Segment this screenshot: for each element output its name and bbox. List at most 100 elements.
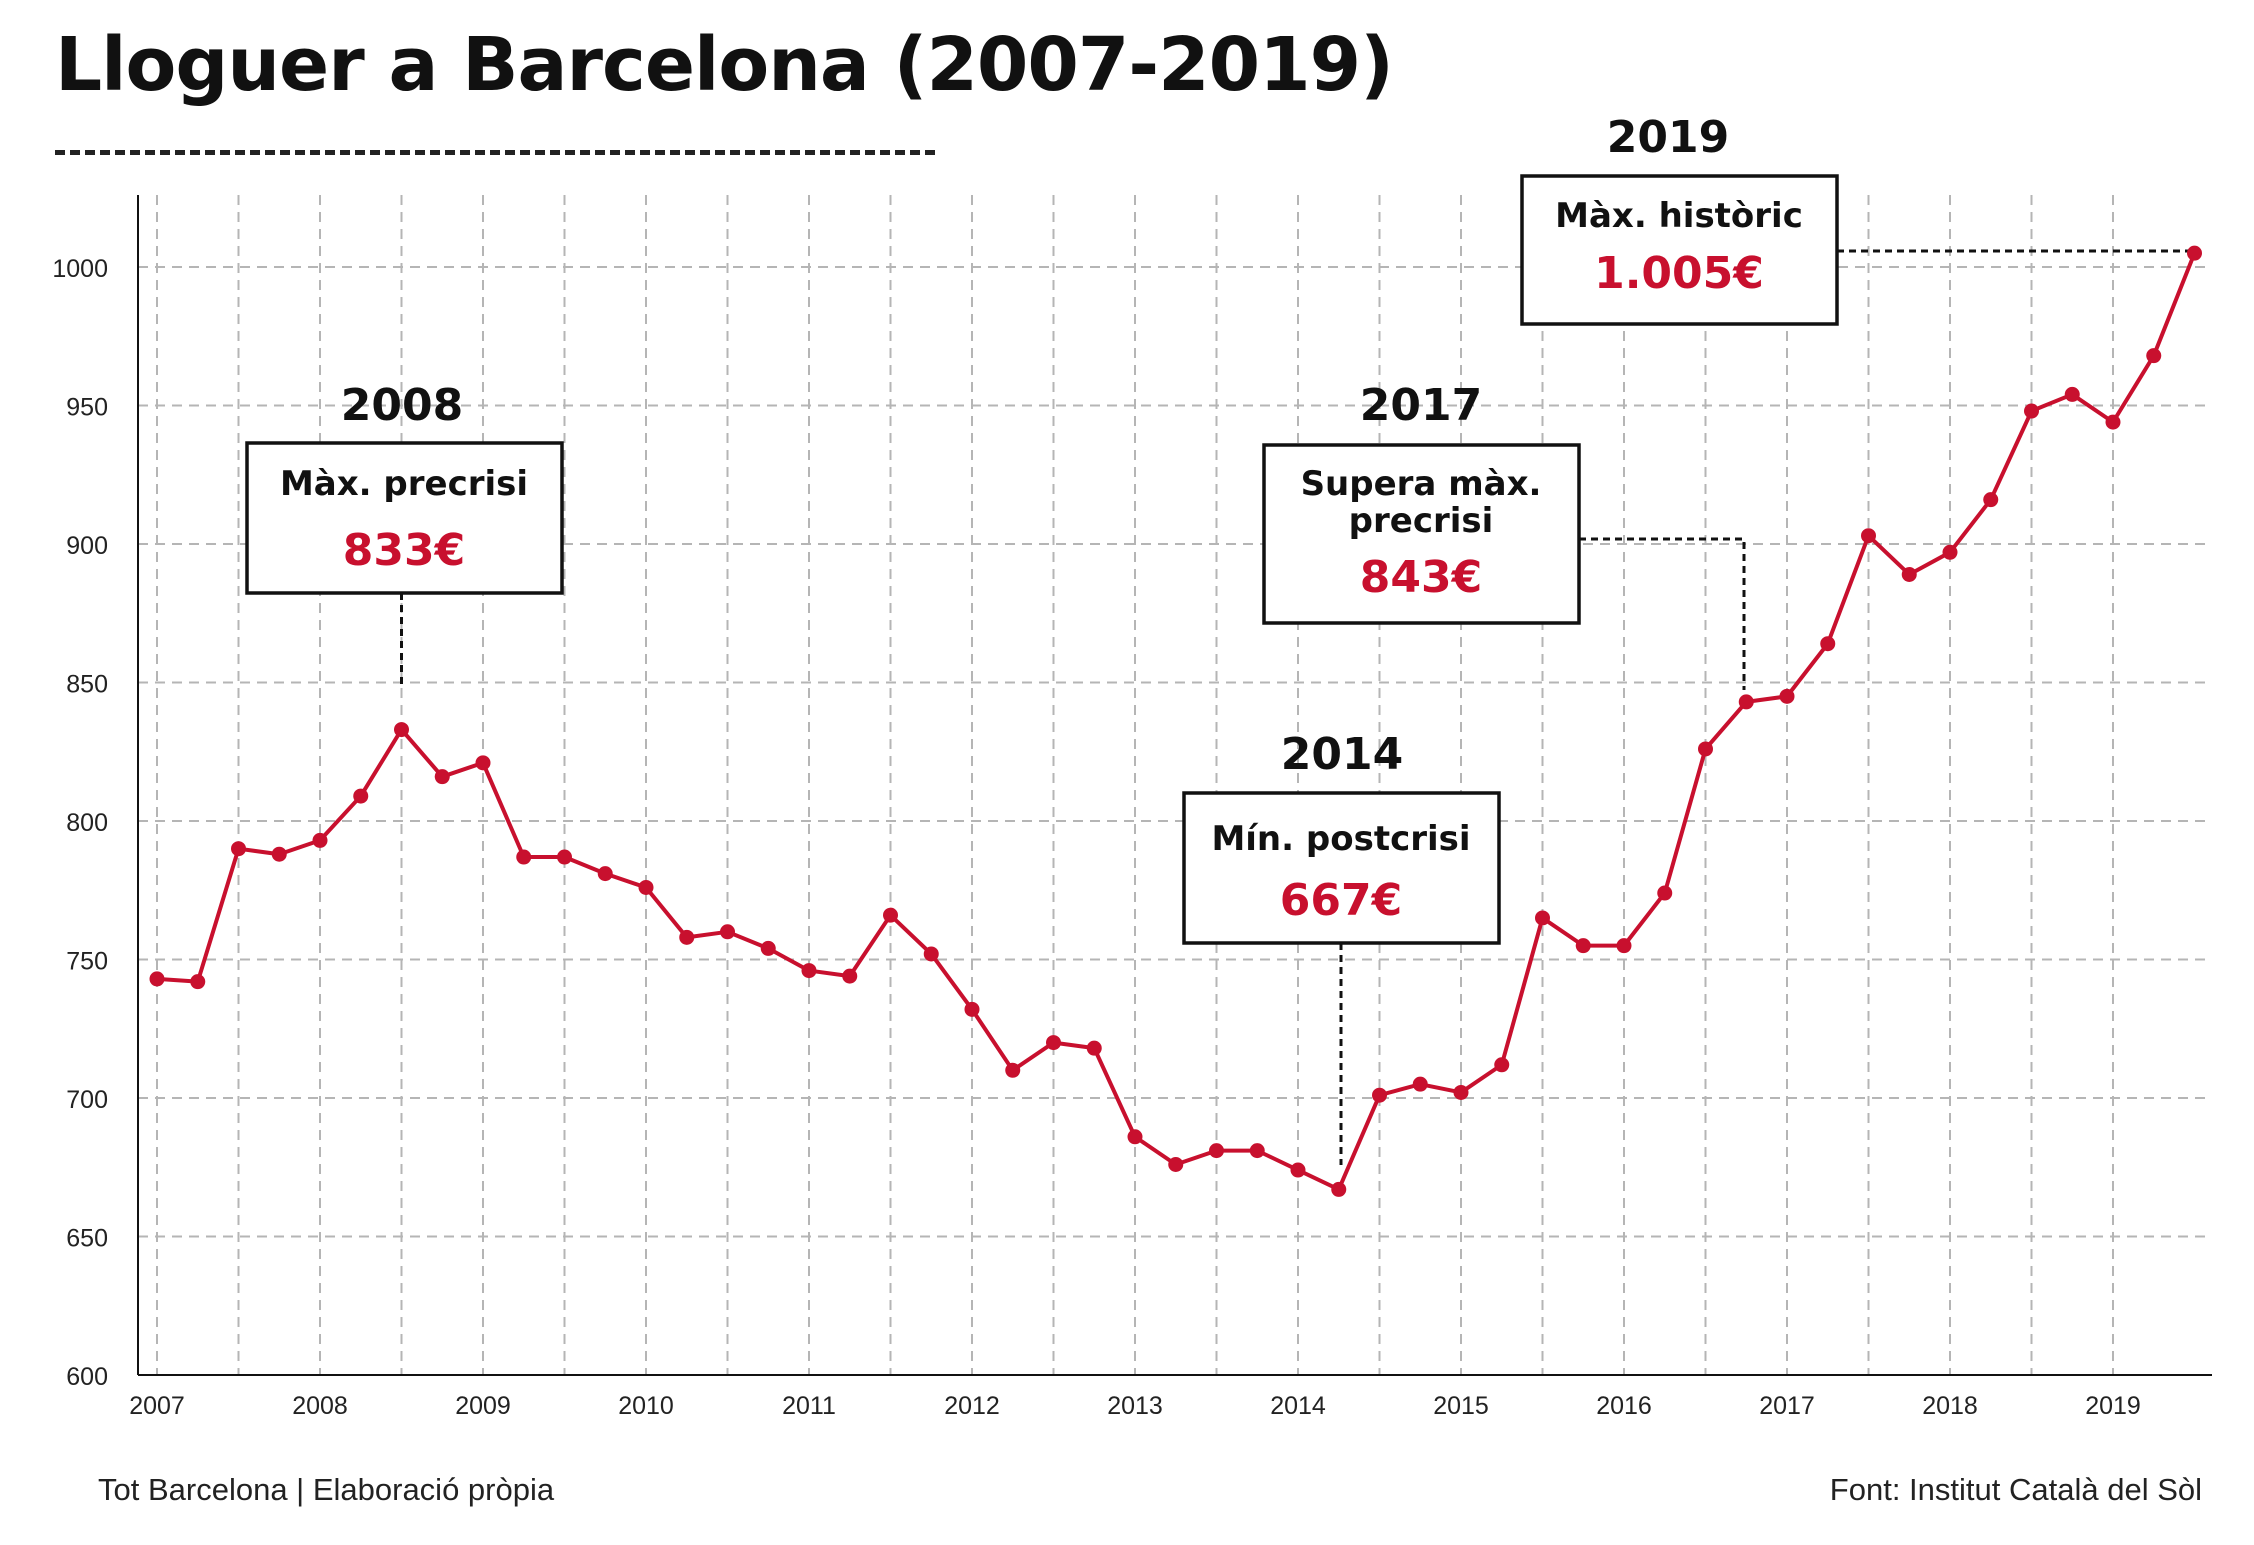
x-tick-label: 2015 (1433, 1392, 1489, 1420)
data-point (1983, 492, 1999, 508)
data-point (1290, 1162, 1306, 1178)
data-point (842, 968, 858, 984)
footer-source: Font: Institut Català del Sòl (1829, 1472, 2202, 1507)
data-point (1086, 1040, 1102, 1056)
x-tick-label: 2019 (2085, 1392, 2141, 1420)
y-tick-label: 650 (66, 1225, 108, 1253)
data-point (1127, 1129, 1143, 1145)
chart-axes: 600 650 700 750 800 850 900 950 1000 2007 2008 2009… (52, 195, 2212, 1420)
y-tick-label: 1000 (52, 255, 108, 283)
annotation-box (1182, 791, 1501, 945)
data-point (1698, 741, 1713, 757)
x-tick-label: 2011 (782, 1392, 836, 1420)
annotation-box (1262, 443, 1581, 625)
data-point (394, 722, 409, 738)
series-layer (149, 245, 2202, 1197)
data-point (760, 940, 776, 956)
annotation-leaders (400, 249, 2195, 1165)
annotation-label: Mín. postcrisi (1211, 819, 1470, 859)
data-point (923, 946, 939, 962)
data-point (2024, 403, 2039, 419)
annotation-value: 843€ (1360, 552, 1482, 603)
data-point (475, 755, 491, 771)
chart-grid (138, 195, 2212, 1375)
annotation-label: precrisi (1349, 501, 1494, 541)
footer-credit: Tot Barcelona | Elaboració pròpia (98, 1472, 555, 1507)
data-point (720, 924, 735, 940)
data-point (1820, 636, 1836, 652)
data-point (2146, 348, 2162, 364)
data-point (1331, 1181, 1347, 1197)
title-divider (55, 150, 935, 155)
x-tick-label: 2018 (1922, 1392, 1978, 1420)
y-tick-label: 800 (66, 809, 108, 837)
x-tick-label: 2010 (618, 1392, 674, 1420)
data-point (1209, 1143, 1224, 1159)
data-point (1616, 938, 1632, 954)
data-point (1535, 910, 1550, 926)
annotation-label: Supera màx. (1301, 464, 1542, 504)
data-point (231, 841, 246, 857)
data-point (190, 974, 206, 990)
data-point (801, 963, 817, 979)
data-point (1738, 694, 1754, 710)
y-tick-label: 950 (66, 394, 108, 422)
data-point (1412, 1076, 1428, 1092)
x-tick-label: 2009 (455, 1392, 511, 1420)
data-point (1046, 1035, 1061, 1051)
x-tick-label: 2014 (1270, 1392, 1326, 1420)
annotation-leader (1579, 537, 1746, 690)
data-point (353, 788, 369, 804)
data-point (2105, 414, 2121, 430)
data-point (964, 1001, 980, 1017)
page-title: Lloguer a Barcelona (2007-2019) (55, 22, 1394, 108)
y-tick-label: 900 (66, 532, 108, 560)
x-tick-label: 2013 (1107, 1392, 1163, 1420)
annotation-value: 1.005€ (1594, 248, 1764, 299)
data-point (1901, 566, 1917, 582)
y-tick-label: 850 (66, 671, 108, 699)
annotation-year: 2017 (1360, 380, 1482, 431)
annotation-value: 833€ (343, 525, 465, 576)
x-tick-label: 2008 (292, 1392, 348, 1420)
annotation-box (1520, 174, 1839, 326)
data-point (1657, 885, 1673, 901)
annotation-value: 667€ (1280, 875, 1402, 926)
data-point (883, 907, 898, 923)
data-point (434, 769, 450, 785)
data-point (1779, 688, 1795, 704)
data-point (2064, 386, 2080, 402)
annotation-layer: 2008 Màx. precrisi 833€ 2014 Mín. postcrisi 6… (245, 112, 1839, 945)
data-point (1575, 938, 1591, 954)
annotation-label: Màx. precrisi (280, 464, 528, 504)
data-point (1453, 1084, 1469, 1100)
data-point (597, 866, 613, 882)
x-tick-label: 2012 (944, 1392, 1000, 1420)
annotation-box (245, 441, 564, 595)
data-point (1494, 1057, 1510, 1073)
data-point (271, 846, 287, 862)
data-point (1005, 1062, 1021, 1078)
data-point (1861, 528, 1876, 544)
x-tick-label: 2016 (1596, 1392, 1652, 1420)
x-tick-label: 2007 (129, 1392, 185, 1420)
data-point (679, 929, 695, 945)
data-point (1942, 544, 1958, 560)
data-point (516, 849, 532, 865)
annotation-year: 2008 (341, 380, 463, 431)
y-tick-label: 700 (66, 1086, 108, 1114)
data-point (638, 879, 654, 895)
annotation-year: 2014 (1281, 729, 1403, 780)
y-tick-label: 750 (66, 948, 108, 976)
x-tick-label: 2017 (1759, 1392, 1815, 1420)
data-point (2187, 245, 2202, 261)
data-point (312, 832, 328, 848)
data-point (1249, 1143, 1265, 1159)
data-point (557, 849, 572, 865)
annotation-label: Màx. històric (1555, 196, 1803, 236)
data-point (1168, 1156, 1184, 1172)
annotation-year: 2019 (1607, 112, 1729, 163)
data-point (149, 971, 165, 987)
y-tick-label: 600 (66, 1363, 108, 1391)
